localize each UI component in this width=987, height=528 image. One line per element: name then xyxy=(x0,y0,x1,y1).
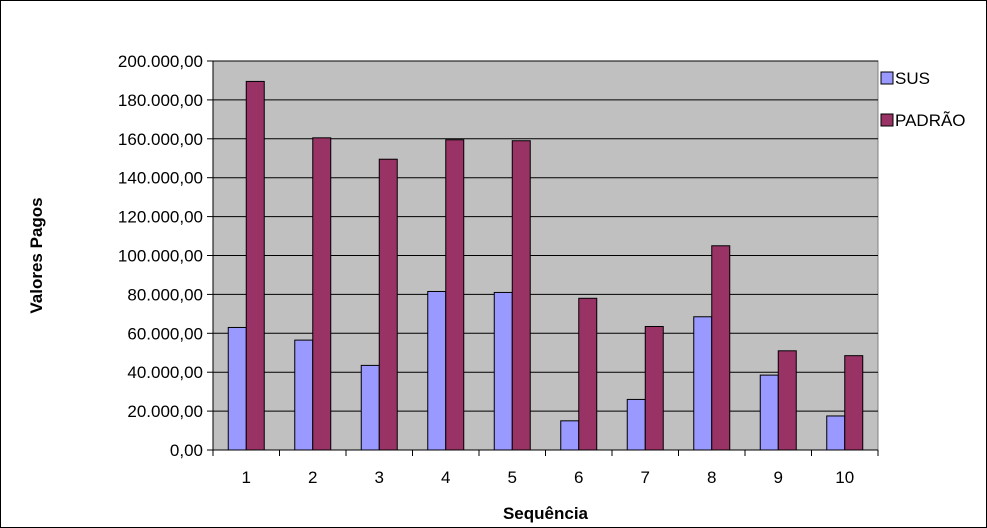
y-tick-label: 160.000,00 xyxy=(118,130,203,149)
bar-sus-6 xyxy=(560,420,580,451)
bar-padrão-4 xyxy=(445,139,465,451)
bars xyxy=(227,80,864,451)
x-axis-title: Sequência xyxy=(503,504,589,523)
y-axis-ticks: 0,00 20.000,00 40.000,00 60.000,00 80.000,00… xyxy=(118,52,213,460)
x-axis-ticks: 1 2 3 4 5 6 7 8 9 10 xyxy=(212,450,879,487)
y-tick-label: 20.000,00 xyxy=(127,402,203,421)
y-tick-label: 180.000,00 xyxy=(118,91,203,110)
legend-label-padrão: PADRÃO xyxy=(895,111,966,130)
x-tick-label: 10 xyxy=(835,468,854,487)
x-tick-label: 5 xyxy=(508,468,517,487)
legend: SUS PADRÃO xyxy=(880,69,966,130)
x-tick-label: 6 xyxy=(574,468,583,487)
bar-sus-10 xyxy=(826,415,846,451)
bar-sus-2 xyxy=(294,339,314,451)
y-tick-label: 140.000,00 xyxy=(118,169,203,188)
x-tick-label: 9 xyxy=(774,468,783,487)
y-tick-label: 40.000,00 xyxy=(127,363,203,382)
bar-padrão-3 xyxy=(378,158,398,451)
x-tick-label: 7 xyxy=(641,468,650,487)
bar-sus-9 xyxy=(759,374,779,451)
bar-padrão-2 xyxy=(312,137,332,451)
bar-sus-5 xyxy=(493,291,513,451)
x-tick-label: 1 xyxy=(242,468,251,487)
x-tick-label: 3 xyxy=(375,468,384,487)
legend-swatch-sus xyxy=(880,71,894,85)
x-tick-label: 4 xyxy=(441,468,450,487)
bar-padrão-10 xyxy=(844,355,864,451)
y-tick-label: 200.000,00 xyxy=(118,52,203,71)
bar-sus-1 xyxy=(227,326,247,451)
bar-sus-3 xyxy=(360,364,380,451)
y-axis-title: Valores Pagos xyxy=(27,197,46,313)
y-tick-label: 100.000,00 xyxy=(118,247,203,266)
bar-padrão-5 xyxy=(511,140,531,451)
x-tick-label: 8 xyxy=(707,468,716,487)
bar-padrão-1 xyxy=(245,80,265,451)
bar-sus-4 xyxy=(427,290,447,451)
bar-padrão-7 xyxy=(644,325,664,451)
y-tick-label: 80.000,00 xyxy=(127,285,203,304)
bar-padrão-6 xyxy=(578,297,598,451)
y-tick-label: 60.000,00 xyxy=(127,324,203,343)
bar-padrão-8 xyxy=(711,245,731,451)
bar-sus-7 xyxy=(626,398,646,451)
bar-padrão-9 xyxy=(777,350,797,451)
legend-label-sus: SUS xyxy=(895,69,930,88)
bar-sus-8 xyxy=(693,316,713,451)
x-tick-label: 2 xyxy=(308,468,317,487)
legend-swatch-padrão xyxy=(880,113,894,127)
y-tick-label: 0,00 xyxy=(170,441,203,460)
y-tick-label: 120.000,00 xyxy=(118,208,203,227)
